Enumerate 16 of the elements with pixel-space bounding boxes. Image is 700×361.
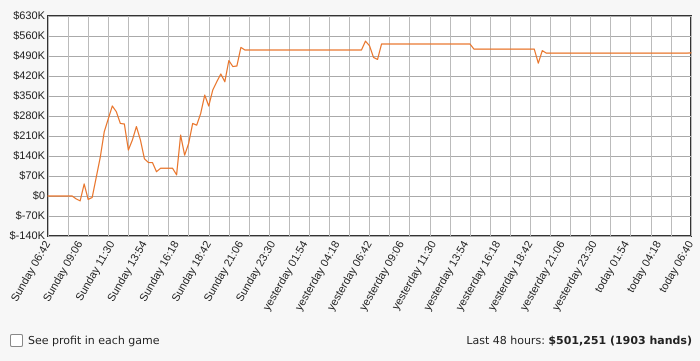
- text: $501,251 (1903 hands): [548, 334, 692, 347]
- y-tick-label: $420K: [13, 70, 46, 82]
- y-tick-label: $490K: [13, 50, 46, 62]
- y-tick-label: $0: [32, 190, 45, 202]
- text: See profit in each game: [28, 334, 160, 347]
- y-tick-label: $70K: [19, 170, 46, 182]
- y-tick-label: $-70K: [16, 210, 46, 222]
- y-tick-label: $350K: [13, 90, 46, 102]
- y-tick-label: $140K: [13, 150, 46, 162]
- y-tick-label: $560K: [13, 30, 46, 42]
- y-tick-label: $630K: [13, 10, 46, 22]
- text: Last 48 hours:: [466, 334, 545, 347]
- line-series: [47, 40, 692, 202]
- y-tick-label: $-140K: [10, 230, 46, 242]
- y-tick-label: $280K: [13, 110, 46, 122]
- y-tick-label: $210K: [13, 130, 46, 142]
